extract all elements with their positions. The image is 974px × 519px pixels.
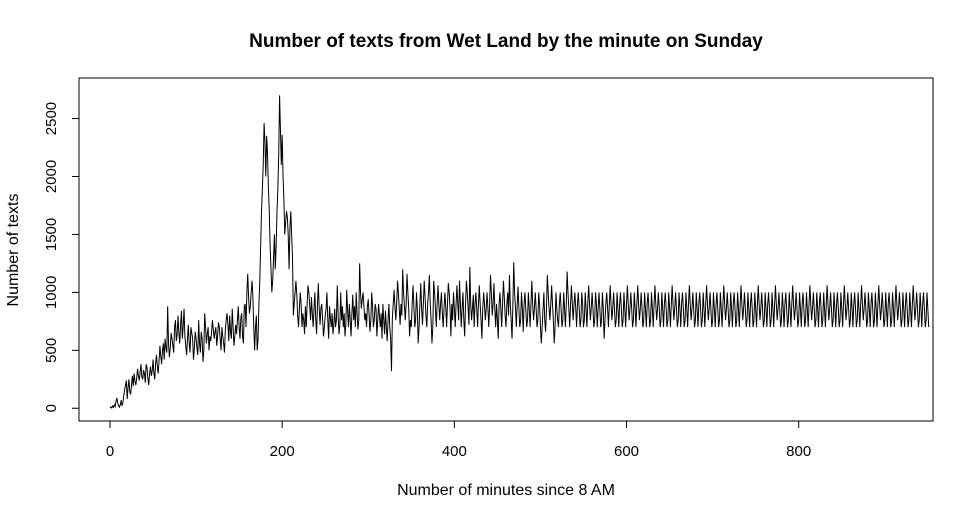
x-axis-title: Number of minutes since 8 AM [397, 482, 615, 499]
y-tick-label: 1500 [43, 218, 60, 251]
y-tick-label: 500 [43, 338, 60, 363]
y-tick-label: 2500 [43, 102, 60, 135]
series-line [109, 95, 930, 409]
x-tick-label: 200 [270, 443, 295, 460]
y-axis: 0 500 1000 1500 2000 2500 [43, 102, 80, 412]
x-tick-label: 400 [442, 443, 467, 460]
x-tick-label: 0 [106, 443, 114, 460]
y-tick-label: 1000 [43, 276, 60, 309]
x-tick-label: 800 [786, 443, 811, 460]
y-tick-label: 2000 [43, 160, 60, 193]
y-axis-title: Number of texts [5, 194, 22, 307]
y-tick-label: 0 [43, 404, 60, 412]
x-axis: 0 200 400 600 800 [106, 420, 811, 460]
chart-title: Number of texts from Wet Land by the min… [249, 31, 763, 52]
x-tick-label: 600 [614, 443, 639, 460]
plot-box [78, 77, 934, 422]
